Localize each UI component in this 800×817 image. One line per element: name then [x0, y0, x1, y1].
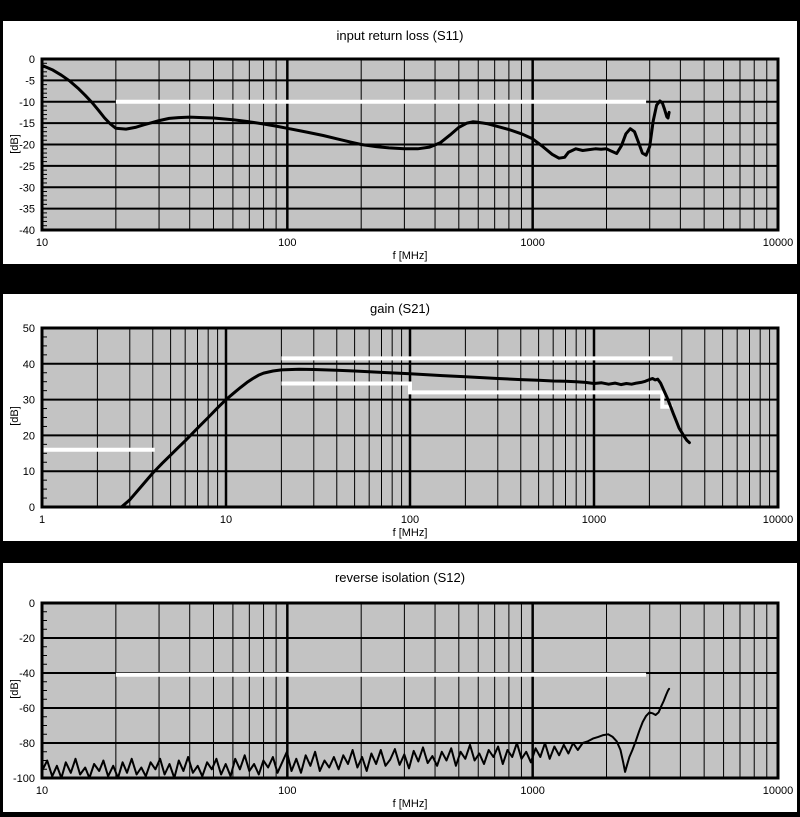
x-tick-label: 10000: [763, 514, 794, 526]
y-tick-label: -80: [19, 738, 35, 750]
x-tick-label: 10: [220, 514, 232, 526]
y-tick-label: 0: [29, 54, 35, 66]
S12-measured: [42, 687, 671, 778]
x-axis-label-s11: f [MHz]: [392, 250, 428, 262]
x-tick-label: 100: [278, 237, 296, 249]
x-axis-label-s21: f [MHz]: [392, 527, 428, 539]
chart-title-s21: gain (S21): [370, 301, 430, 316]
y-tick-label: -35: [19, 204, 35, 216]
s11-plot: 10 100 1000 10000 0 -5 -10 -15 -20 -25 -30 -35 -40: [19, 54, 794, 249]
y-tick-label: -10: [19, 97, 35, 109]
spec-lower-stepped: [281, 381, 673, 409]
chart-panel-s11: input return loss (S11) [dB] 10 100 1000 10…: [3, 21, 797, 264]
chart-title-s12: reverse isolation (S12): [334, 570, 466, 585]
y-tick-label: -25: [19, 161, 35, 173]
y-tick-label: 0: [29, 598, 35, 610]
chart-panel-s21: gain (S21) [dB] 1 10 100 1000 10000 0 10 20 30 40…: [3, 294, 797, 541]
y-tick-label: -15: [19, 118, 35, 130]
x-tick-label: 10000: [763, 785, 794, 797]
x-tick-label: 10000: [763, 237, 794, 249]
y-tick-label: -40: [19, 668, 35, 680]
y-tick-label: -30: [19, 182, 35, 194]
y-tick-label: 40: [23, 359, 35, 371]
x-tick-label: 1000: [582, 514, 606, 526]
y-tick-label: 0: [29, 502, 35, 514]
y-tick-label: -60: [19, 703, 35, 715]
plot-area: [42, 603, 778, 778]
s12-plot: 10 100 1000 10000 0 -20 -40 -60 -80 -100: [13, 598, 794, 797]
chart-title-s11: input return loss (S11): [336, 28, 464, 43]
S21-measured: [119, 367, 691, 507]
chart-panel-s12: reverse isolation (S12) [dB] 10 100 1000 10…: [3, 563, 797, 812]
y-tick-label: 30: [23, 395, 35, 407]
y-tick-label: -20: [19, 140, 35, 152]
y-tick-label: -5: [25, 75, 35, 87]
S11-measured: [42, 63, 671, 160]
s21-plot: 1 10 100 1000 10000 0 10 20 30 40 50: [23, 323, 794, 526]
y-tick-label: 10: [23, 466, 35, 478]
x-tick-label: 1000: [520, 237, 544, 249]
y-tick-label: 20: [23, 430, 35, 442]
y-tick-label: -100: [13, 773, 35, 785]
y-tick-label: -40: [19, 225, 35, 237]
x-tick-label: 100: [278, 785, 296, 797]
y-tick-label: -20: [19, 633, 35, 645]
x-tick-label: 1000: [520, 785, 544, 797]
x-tick-label: 100: [401, 514, 419, 526]
x-axis-label-s12: f [MHz]: [392, 798, 428, 810]
x-tick-label: 10: [36, 237, 48, 249]
x-tick-label: 1: [39, 514, 45, 526]
x-tick-label: 10: [36, 785, 48, 797]
y-tick-label: 50: [23, 323, 35, 335]
